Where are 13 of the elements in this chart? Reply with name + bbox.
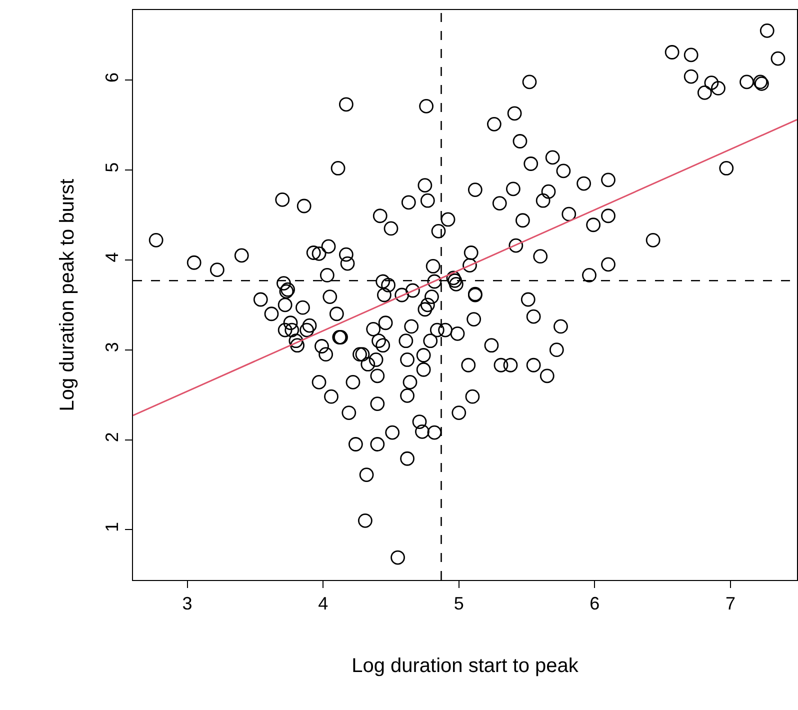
y-tick-label: 4 [102,252,122,262]
x-tick-label: 7 [725,594,736,614]
x-axis-title: Log duration start to peak [352,655,580,678]
y-tick-label: 5 [102,162,122,172]
y-tick-label: 3 [102,342,122,352]
x-tick-label: 5 [454,594,464,614]
y-tick-label: 6 [102,72,122,82]
y-axis-title: Log duration peak to burst [56,178,78,412]
x-tick-label: 3 [182,594,192,614]
y-tick-label: 2 [102,432,122,442]
x-tick-label: 6 [590,594,600,614]
y-tick-label: 1 [102,522,122,532]
x-tick-label: 4 [318,594,328,614]
